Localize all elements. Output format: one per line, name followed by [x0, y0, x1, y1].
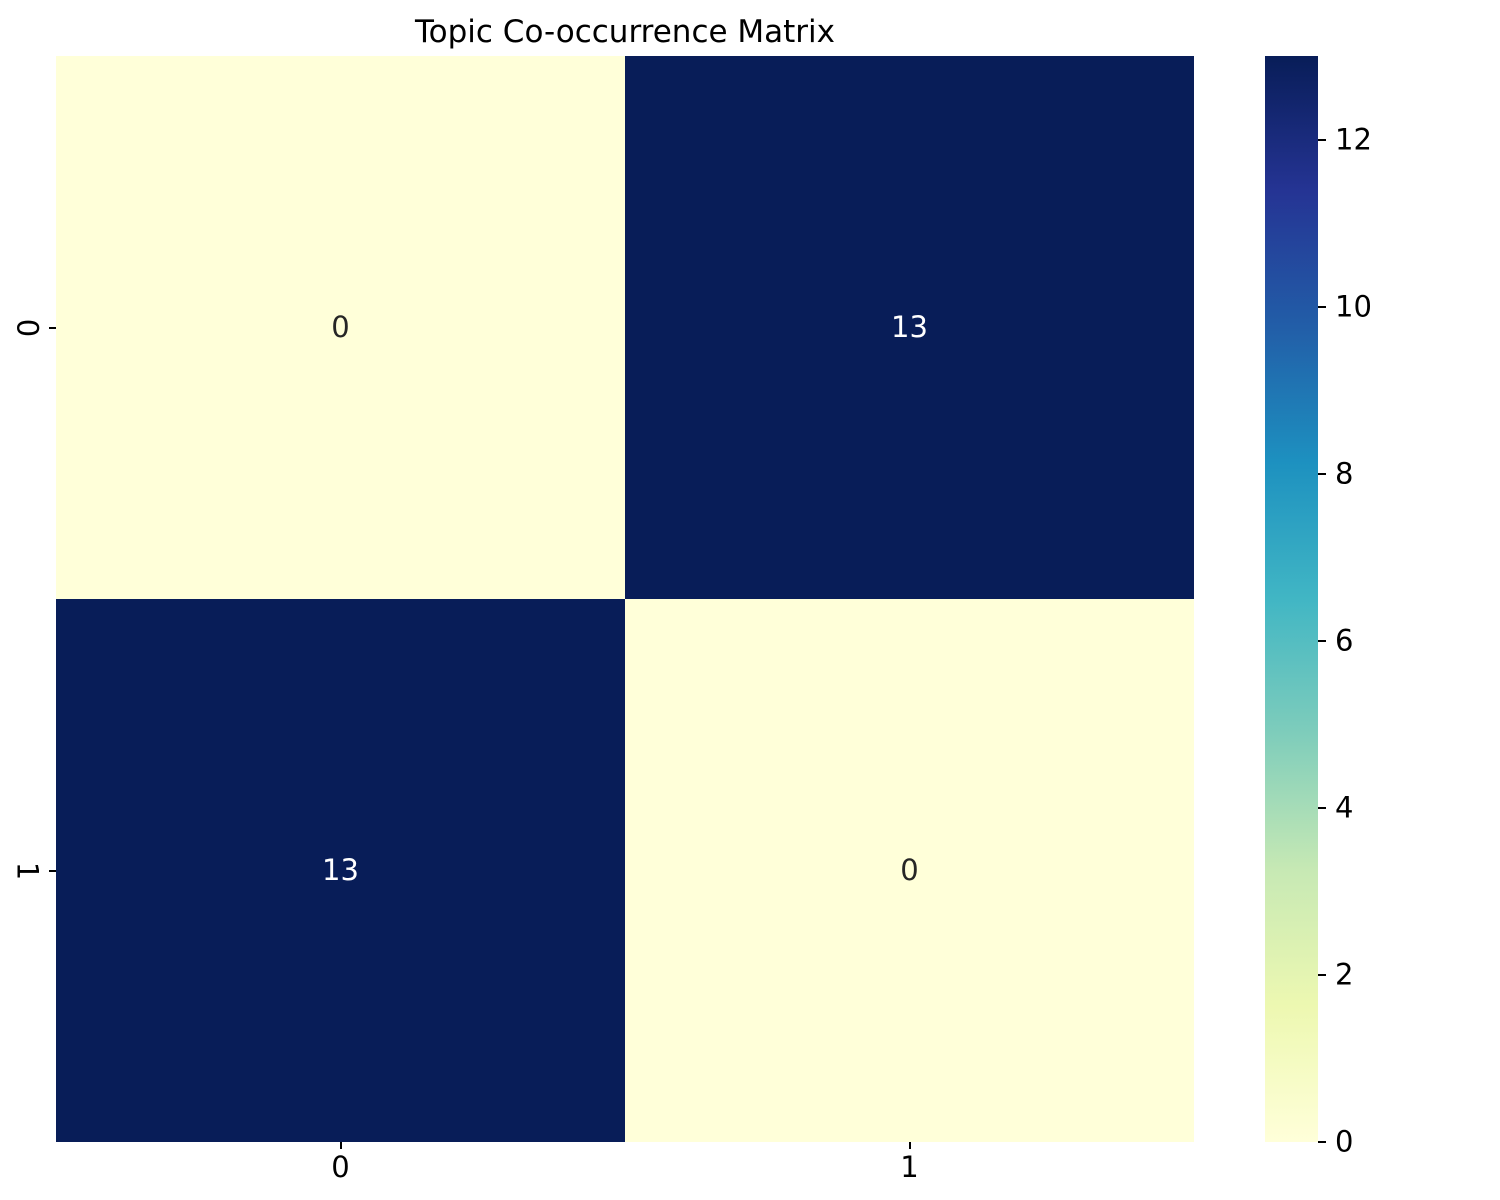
heatmap-cell-r1c1: 0	[625, 599, 1194, 1142]
plot-area: 0 13 13 0 0 1 0 1	[11, 56, 1194, 1182]
chart-title: Topic Co-occurrence Matrix	[414, 14, 836, 50]
colorbar-tick-label: 2	[1335, 957, 1354, 992]
colorbar-tick-mark	[1318, 1141, 1326, 1143]
colorbar-tick-label: 4	[1335, 790, 1354, 825]
y-tick-mark	[49, 326, 56, 329]
colorbar-tick-label: 8	[1335, 456, 1354, 491]
x-tick-mark	[339, 1142, 342, 1149]
colorbar-tick-label: 12	[1335, 122, 1372, 157]
colorbar-tick-mark	[1318, 472, 1326, 475]
colorbar-tick-mark	[1318, 806, 1326, 809]
y-tick-label: 0	[10, 318, 45, 337]
colorbar-tick-label: 6	[1335, 623, 1354, 658]
cell-annotation: 0	[331, 310, 350, 344]
x-tick-mark	[908, 1142, 911, 1149]
colorbar: 0 2 4 6 8 10 12	[1265, 56, 1372, 1156]
y-tick-mark	[49, 869, 56, 872]
heatmap-cell-r0c0: 0	[56, 56, 625, 599]
colorbar-gradient	[1265, 56, 1318, 1142]
heatmap-cell-r0c1: 13	[625, 56, 1194, 599]
y-tick-label: 1	[10, 861, 45, 880]
x-tick-label: 1	[900, 1150, 919, 1184]
colorbar-tick-mark	[1318, 973, 1326, 976]
heatmap-grid: 0 13 13 0	[56, 56, 1194, 1142]
colorbar-tick-label: 10	[1335, 289, 1372, 324]
cell-annotation: 13	[322, 853, 359, 887]
cell-annotation: 0	[900, 853, 919, 887]
colorbar-tick-mark	[1318, 138, 1326, 141]
colorbar-tick-mark	[1318, 639, 1326, 642]
colorbar-tick-label: 0	[1335, 1124, 1354, 1159]
cell-annotation: 13	[891, 310, 928, 344]
heatmap-cell-r1c0: 13	[56, 599, 625, 1142]
x-tick-label: 0	[331, 1150, 350, 1184]
colorbar-tick-mark	[1318, 305, 1326, 308]
